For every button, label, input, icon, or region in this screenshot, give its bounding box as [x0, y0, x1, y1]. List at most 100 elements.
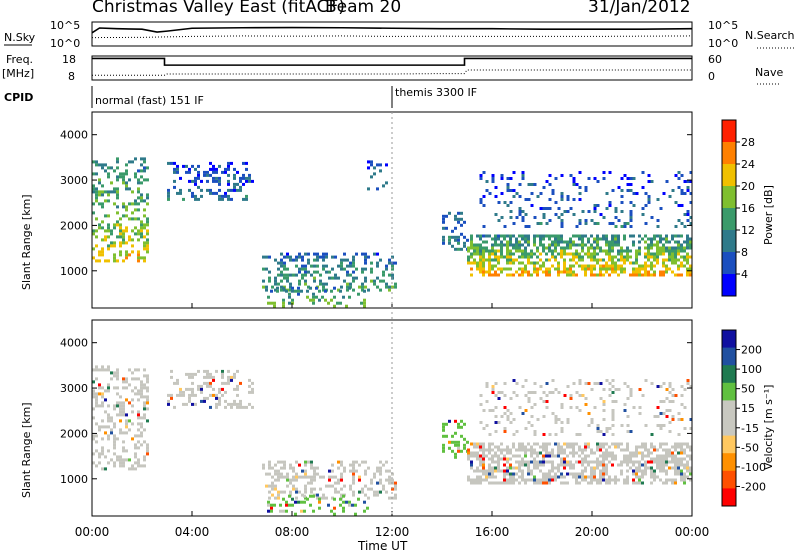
power-cell — [95, 196, 98, 200]
velocity-cell — [671, 400, 675, 403]
velocity-cell — [575, 472, 578, 476]
power-cell — [116, 175, 119, 179]
power-cell — [662, 243, 665, 247]
velocity-cell — [530, 445, 533, 449]
power-cell — [677, 243, 680, 247]
power-cell — [611, 270, 614, 274]
power-cell — [146, 220, 149, 224]
power-cell — [476, 264, 479, 268]
power-cell — [488, 249, 491, 253]
power-cell — [242, 176, 245, 180]
power-cell — [445, 226, 448, 230]
velocity-cell — [503, 478, 506, 482]
power-cell — [563, 270, 566, 274]
power-cell — [686, 234, 689, 238]
power-cell — [283, 288, 286, 292]
velocity-cell — [689, 469, 692, 473]
power-cell — [361, 267, 364, 271]
velocity-colorbar-label: Velocity [m s⁻¹] — [762, 385, 775, 470]
velocity-cell — [659, 457, 662, 461]
velocity-cell — [313, 472, 316, 476]
velocity-cell — [596, 442, 599, 446]
power-cell — [560, 255, 563, 259]
power-cell — [286, 255, 289, 259]
velocity-cell — [602, 442, 605, 446]
power-cell — [572, 177, 576, 180]
power-cell — [677, 177, 681, 180]
velocity-cell — [518, 466, 521, 470]
velocity-cell — [626, 460, 629, 464]
velocity-cell — [632, 463, 635, 467]
power-cell — [146, 238, 149, 242]
velocity-cell — [533, 403, 537, 406]
velocity-cell — [545, 478, 548, 482]
power-cell — [527, 243, 530, 247]
power-cell — [188, 167, 191, 171]
power-cell — [587, 210, 591, 213]
velocity-cell — [575, 475, 578, 479]
power-cell — [122, 232, 125, 236]
power-cell — [143, 166, 146, 170]
velocity-cell — [584, 448, 587, 452]
velocity-cell — [179, 390, 182, 394]
power-cell — [274, 288, 277, 292]
power-cell — [620, 255, 623, 259]
velocity-cell — [116, 374, 119, 378]
power-cell — [345, 304, 348, 308]
power-cell — [500, 216, 504, 219]
velocity-cell — [494, 406, 498, 409]
velocity-cell — [539, 445, 542, 449]
power-cell — [512, 273, 515, 277]
power-cell — [608, 201, 612, 204]
power-cell — [316, 258, 319, 262]
velocity-cell — [524, 481, 527, 485]
power-cell — [236, 182, 239, 186]
velocity-cell — [215, 405, 218, 409]
velocity-cell — [527, 460, 530, 464]
velocity-cell — [689, 445, 692, 449]
velocity-cell — [566, 454, 569, 458]
velocity-cell — [494, 415, 498, 418]
power-cell — [479, 198, 483, 201]
velocity-cell — [650, 466, 653, 470]
power-cell — [572, 252, 575, 256]
power-cell — [632, 273, 635, 277]
velocity-cell — [352, 460, 355, 464]
power-cell — [560, 192, 564, 195]
velocity-cell — [551, 478, 554, 482]
power-cell — [291, 289, 294, 293]
velocity-cell — [295, 487, 298, 491]
velocity-cell — [134, 392, 137, 396]
power-cell — [671, 246, 674, 250]
velocity-cell — [227, 381, 230, 385]
power-cell — [512, 252, 515, 256]
velocity-cell — [119, 395, 122, 399]
velocity-cell — [125, 425, 128, 429]
power-cell — [686, 210, 690, 213]
velocity-cell — [212, 375, 215, 379]
velocity-cell — [629, 457, 632, 461]
power-cell — [131, 190, 134, 194]
power-cell — [575, 273, 578, 277]
velocity-cell — [318, 506, 321, 510]
power-cell — [653, 237, 656, 241]
power-cell — [542, 234, 545, 238]
power-cell — [614, 261, 617, 265]
power-cell — [602, 258, 605, 262]
power-cell — [686, 180, 690, 183]
power-cell — [569, 237, 572, 241]
power-cell — [605, 261, 608, 265]
velocity-cell — [590, 469, 593, 473]
power-cell — [575, 255, 578, 259]
velocity-cell — [268, 496, 271, 500]
velocity-cell — [668, 460, 671, 464]
power-cell — [521, 177, 525, 180]
power-cell — [137, 232, 140, 236]
velocity-cell — [674, 466, 677, 470]
power-cell — [482, 270, 485, 274]
velocity-cell — [602, 466, 605, 470]
velocity-cell — [536, 466, 539, 470]
velocity-cell — [581, 475, 584, 479]
velocity-cell — [584, 445, 587, 449]
power-cell — [346, 285, 349, 289]
